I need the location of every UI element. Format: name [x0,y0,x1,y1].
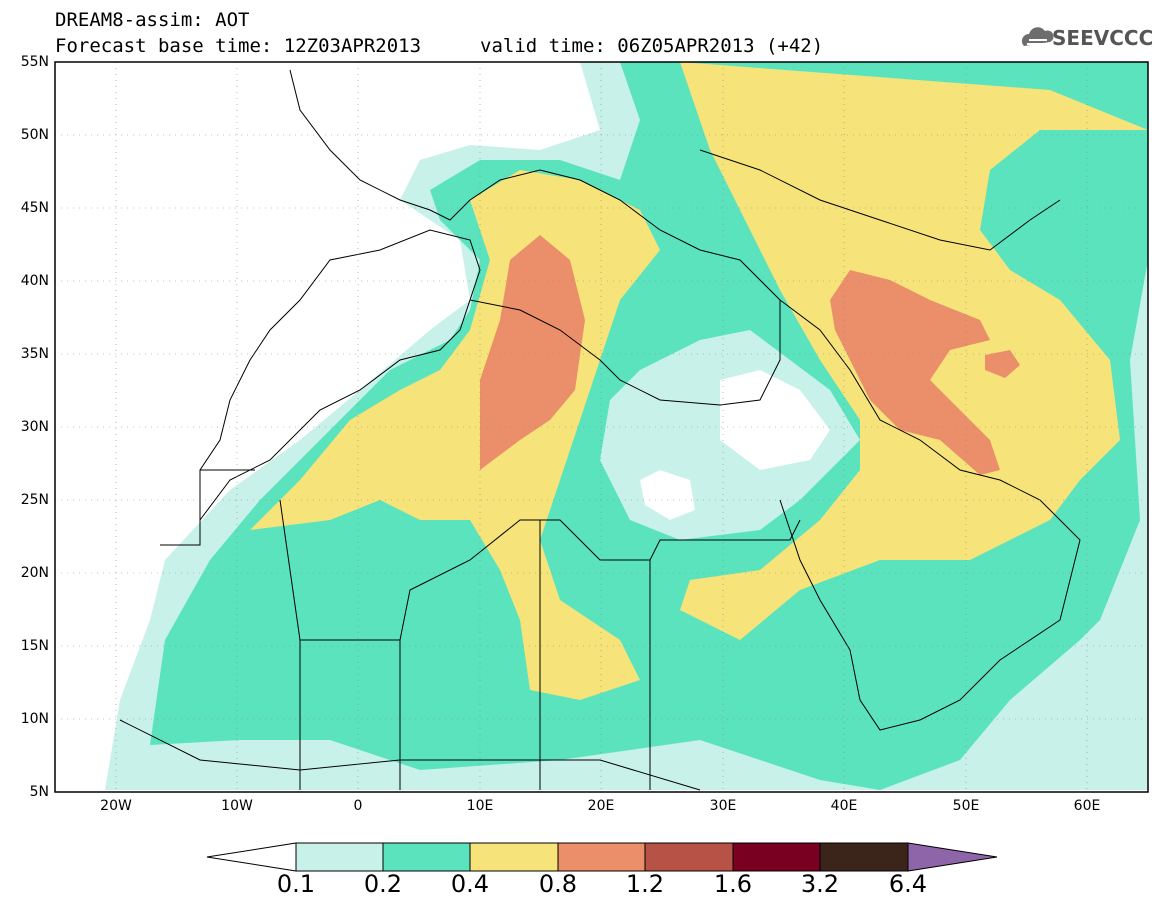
lat-label: 5N [29,784,49,800]
logo-text: SEEVCCC [1052,26,1154,50]
aot-0.8-iran [985,350,1020,378]
colorbar-label: 3.2 [800,870,840,898]
coastlines [119,69,1081,791]
lon-label: 50E [952,798,980,814]
lon-label: 60E [1073,798,1101,814]
lat-label: 40N [20,273,49,289]
lon-label: 20W [100,798,132,814]
forecast-base-time: Forecast base time: 12Z03APR2013 [55,35,422,57]
grid-lines [55,62,1148,792]
lat-label: 20N [20,565,49,581]
lon-label: 30E [709,798,737,814]
lon-label: 20E [587,798,615,814]
lat-label: 35N [20,346,49,362]
lon-label: 0 [353,798,363,814]
lon-label: 10E [466,798,494,814]
lon-label: 10W [221,798,253,814]
aot-0.8-mesopotamia [830,270,1000,475]
colorbar-label: 6.4 [888,870,928,898]
map-frame [54,61,1149,793]
lon-label: 40E [830,798,858,814]
lat-label: 50N [20,127,49,143]
colorbar-label: 0.4 [450,870,490,898]
lat-label: 55N [20,54,49,70]
colorbar-label: 0.8 [538,870,578,898]
colorbar-label: 1.2 [625,870,665,898]
colorbar [206,842,998,872]
lat-label: 10N [20,711,49,727]
colorbar-label: 1.6 [713,870,753,898]
aot-fields [105,62,1148,790]
aot-white-egypt [640,370,830,520]
valid-time: valid time: 06Z05APR2013 (+42) [480,35,824,57]
cloud-logo-icon [1021,27,1054,46]
lat-label: 15N [20,638,49,654]
chart-title: DREAM8-assim: AOT [55,9,250,31]
lat-label: 45N [20,200,49,216]
lat-label: 30N [20,419,49,435]
aot-0.8-libya [480,235,585,470]
colorbar-label: 0.2 [363,870,403,898]
lat-label: 25N [20,492,49,508]
colorbar-label: 0.1 [276,870,316,898]
